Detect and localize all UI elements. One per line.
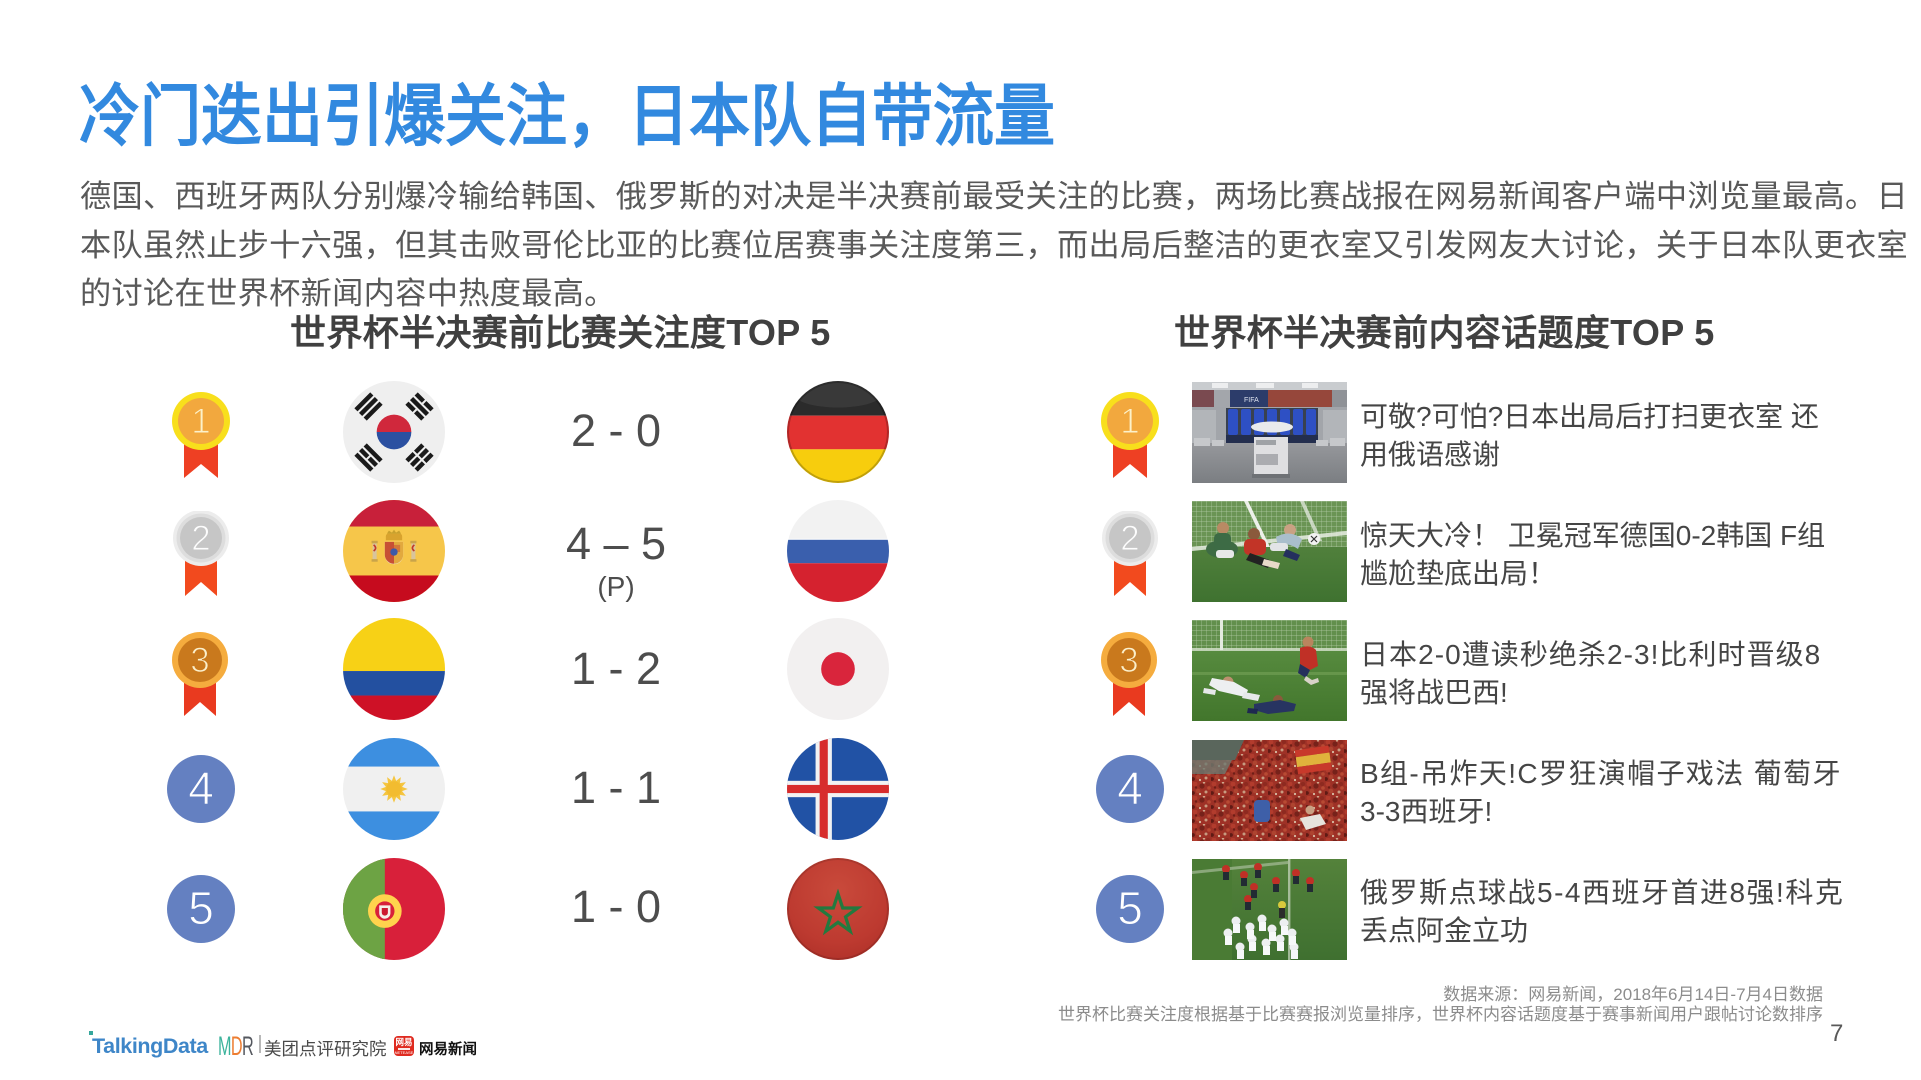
- svg-text:FIFA: FIFA: [1244, 397, 1259, 404]
